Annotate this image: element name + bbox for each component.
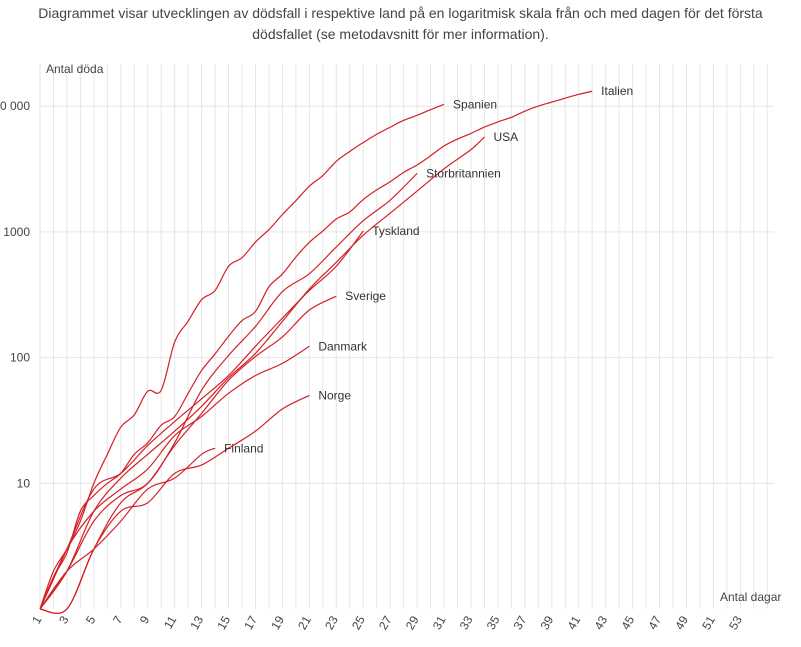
x-tick-label: 43 xyxy=(591,613,610,632)
x-tick-label: 47 xyxy=(645,613,664,632)
series-line-danmark xyxy=(39,345,310,610)
y-tick-label: 10 xyxy=(17,476,31,490)
x-tick-label: 27 xyxy=(376,613,395,632)
x-tick-label: 51 xyxy=(699,613,718,632)
series-line-italien xyxy=(39,90,593,610)
x-tick-label: 3 xyxy=(56,613,72,626)
x-tick-label: 11 xyxy=(161,613,180,631)
x-tick-label: 33 xyxy=(457,613,476,632)
series-label-spanien: Spanien xyxy=(453,97,497,111)
grid-layer xyxy=(39,64,774,609)
series-label-finland: Finland xyxy=(224,441,263,455)
series-labels: Italien Spanien USA Storbritannien Tyskland S… xyxy=(224,84,633,455)
series-lines xyxy=(39,90,593,614)
y-tick-label: 1000 xyxy=(3,225,30,239)
x-tick-label: 19 xyxy=(268,613,287,632)
x-tick-label: 31 xyxy=(430,613,449,632)
series-line-usa xyxy=(39,136,485,610)
x-tick-label: 21 xyxy=(295,613,314,632)
series-line-tyskland xyxy=(39,230,364,610)
y-tick-label: 100 xyxy=(10,351,30,365)
x-tick-label: 37 xyxy=(511,613,530,632)
x-tick-label: 25 xyxy=(349,613,368,632)
x-tick-label: 17 xyxy=(241,613,260,632)
x-tick-label: 9 xyxy=(137,613,153,626)
x-tick-label: 1 xyxy=(29,613,45,626)
x-axis-title: Antal dagar xyxy=(720,590,781,604)
x-tick-label: 13 xyxy=(187,613,206,632)
series-line-spanien xyxy=(39,103,445,610)
x-tick-label: 45 xyxy=(618,613,637,632)
series-label-usa: USA xyxy=(493,130,518,144)
x-tick-label: 5 xyxy=(83,613,99,626)
x-tick-label: 41 xyxy=(565,613,584,632)
x-tick-label: 7 xyxy=(110,613,126,626)
series-line-storbritannien xyxy=(39,172,418,610)
tick-labels: 10100100010 0001357911131517192123252729… xyxy=(0,99,745,632)
y-axis-title: Antal döda xyxy=(46,62,104,76)
subtitle-line-2: dödsfallet (se metodavsnitt för mer info… xyxy=(252,26,549,42)
x-tick-label: 15 xyxy=(214,613,233,632)
x-tick-label: 35 xyxy=(484,613,503,632)
series-label-norge: Norge xyxy=(318,388,351,402)
series-line-finland xyxy=(39,447,216,610)
series-label-danmark: Danmark xyxy=(318,339,368,353)
series-label-storbritannien: Storbritannien xyxy=(426,166,501,180)
series-line-norge xyxy=(39,394,310,614)
series-label-italien: Italien xyxy=(601,84,633,98)
x-tick-label: 39 xyxy=(538,613,557,632)
x-tick-label: 23 xyxy=(322,613,341,632)
x-tick-label: 29 xyxy=(403,613,422,632)
y-tick-label: 10 000 xyxy=(0,99,30,113)
x-tick-label: 49 xyxy=(672,613,691,632)
x-tick-label: 53 xyxy=(726,613,745,632)
series-label-sverige: Sverige xyxy=(345,289,386,303)
series-label-tyskland: Tyskland xyxy=(372,224,419,238)
subtitle-line-1: Diagrammet visar utvecklingen av dödsfal… xyxy=(38,5,763,21)
chart-subtitle: Diagrammet visar utvecklingen av dödsfal… xyxy=(0,3,801,45)
